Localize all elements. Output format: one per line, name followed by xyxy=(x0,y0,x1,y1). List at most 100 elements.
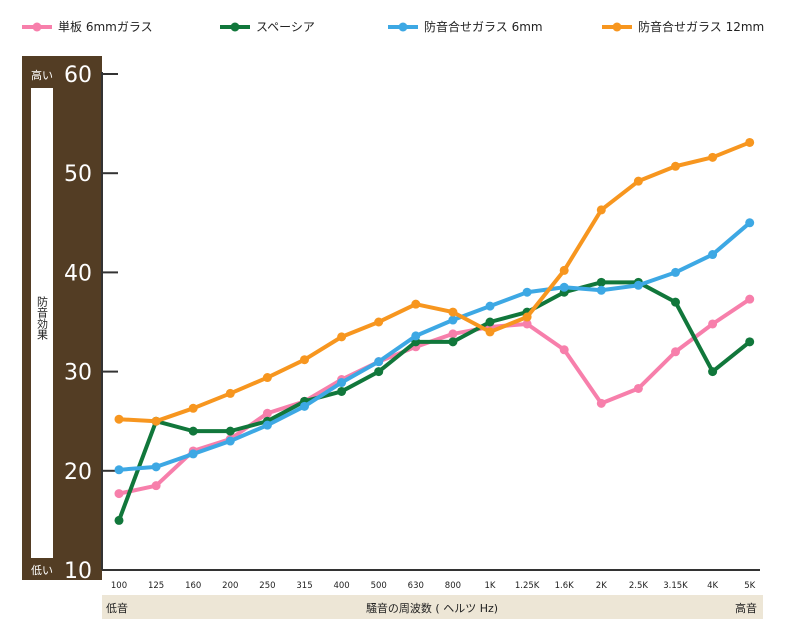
data-point xyxy=(300,355,309,365)
legend-label: 防音合せガラス 12mm xyxy=(638,19,764,34)
data-point xyxy=(262,373,272,383)
data-point xyxy=(745,294,755,304)
data-point xyxy=(671,347,680,357)
x-tick-label: 200 xyxy=(222,581,238,591)
legend-label: スペーシア xyxy=(256,20,315,34)
x-axis-title: 騒音の周波数 ( ヘルツ Hz) xyxy=(366,601,498,615)
data-point xyxy=(337,386,347,396)
data-point xyxy=(300,401,309,411)
data-point xyxy=(448,307,458,317)
series-line xyxy=(117,280,752,523)
data-point xyxy=(485,317,495,327)
data-point xyxy=(671,267,680,277)
x-tick-label: 160 xyxy=(185,581,201,591)
data-point xyxy=(114,515,124,525)
legend-label: 防音合せガラス 6mm xyxy=(424,19,543,34)
x-tick-label: 1K xyxy=(485,581,496,591)
data-point xyxy=(633,383,643,393)
data-point xyxy=(522,312,532,322)
y-tick-label: 50 xyxy=(64,162,92,187)
data-point xyxy=(188,403,198,413)
legend: 単板 6mmガラス スペーシア 防音合せガラス 6mm 防音合せガラス 12mm xyxy=(22,19,764,34)
y-tick-label: 20 xyxy=(64,460,92,485)
legend-swatch-marker xyxy=(230,22,240,32)
data-point xyxy=(225,426,235,436)
data-point xyxy=(559,265,569,275)
x-tick-label: 100 xyxy=(111,581,127,591)
data-point xyxy=(448,315,458,325)
y-tick-label: 60 xyxy=(64,63,92,88)
legend-label: 単板 6mmガラス xyxy=(58,20,153,34)
x-tick-label: 250 xyxy=(259,581,275,591)
data-point xyxy=(225,388,235,398)
data-point xyxy=(633,280,643,290)
x-tick-label: 125 xyxy=(148,581,164,591)
data-point xyxy=(151,462,161,472)
legend-item: 防音合せガラス 12mm xyxy=(602,19,764,34)
x-tick-label: 400 xyxy=(333,581,349,591)
data-point xyxy=(114,414,124,424)
y-tick-label: 40 xyxy=(64,261,92,286)
data-point xyxy=(485,301,495,311)
legend-swatch-marker xyxy=(32,22,42,32)
x-tick-label: 1.6K xyxy=(555,581,575,591)
x-label-left: 低音 xyxy=(106,601,128,615)
data-point xyxy=(671,161,680,171)
series-3 xyxy=(114,218,755,475)
data-point xyxy=(745,218,755,228)
data-point xyxy=(448,329,458,339)
data-point xyxy=(596,205,606,215)
data-point xyxy=(708,319,718,329)
data-point xyxy=(596,285,606,295)
series-1 xyxy=(114,294,755,499)
data-point xyxy=(485,327,495,337)
data-point xyxy=(411,331,421,341)
data-point xyxy=(596,277,606,287)
y-axis-title: 防音効果 xyxy=(36,295,49,341)
x-tick-label: 800 xyxy=(445,581,461,591)
data-point xyxy=(151,416,161,426)
x-tick-label: 2K xyxy=(596,581,607,591)
data-point xyxy=(151,481,161,491)
data-point xyxy=(745,137,755,147)
x-tick-label: 3.15K xyxy=(663,581,688,591)
series-layer xyxy=(114,137,755,525)
axes: 10 20 30 40 50 60 100 125 160 200 250 315 400 500 630 8… xyxy=(64,63,760,591)
data-point xyxy=(448,337,458,347)
legend-item: 防音合せガラス 6mm xyxy=(388,19,543,34)
series-line xyxy=(117,140,752,424)
data-point xyxy=(559,282,569,292)
data-point xyxy=(708,367,718,377)
x-tick-label: 630 xyxy=(408,581,424,591)
data-point xyxy=(374,367,384,377)
data-point xyxy=(522,319,532,329)
legend-swatch-marker xyxy=(612,22,622,32)
data-point xyxy=(559,345,569,355)
x-tick-label: 5K xyxy=(744,581,755,591)
data-point xyxy=(262,420,272,430)
series-4 xyxy=(114,137,755,426)
series-line xyxy=(117,220,752,472)
data-point xyxy=(225,436,235,446)
legend-swatch-marker xyxy=(398,22,408,32)
data-point xyxy=(374,317,384,327)
legend-item: 単板 6mmガラス xyxy=(22,20,153,34)
y-label-bottom: 低い xyxy=(31,564,53,577)
data-point xyxy=(596,398,606,408)
data-point xyxy=(337,332,347,342)
x-tick-label: 500 xyxy=(371,581,387,591)
data-point xyxy=(114,465,124,475)
data-point xyxy=(114,489,124,499)
y-label-top: 高い xyxy=(31,68,53,82)
legend-item: スペーシア xyxy=(220,20,315,34)
y-axis-label-bar xyxy=(31,88,53,558)
x-tick-label: 1.25K xyxy=(515,581,540,591)
y-tick-label: 30 xyxy=(64,361,92,386)
data-point xyxy=(188,426,198,436)
x-tick-label: 2.5K xyxy=(629,581,649,591)
data-point xyxy=(411,299,421,309)
data-point xyxy=(374,357,384,367)
data-point xyxy=(188,449,198,459)
data-point xyxy=(337,378,347,388)
